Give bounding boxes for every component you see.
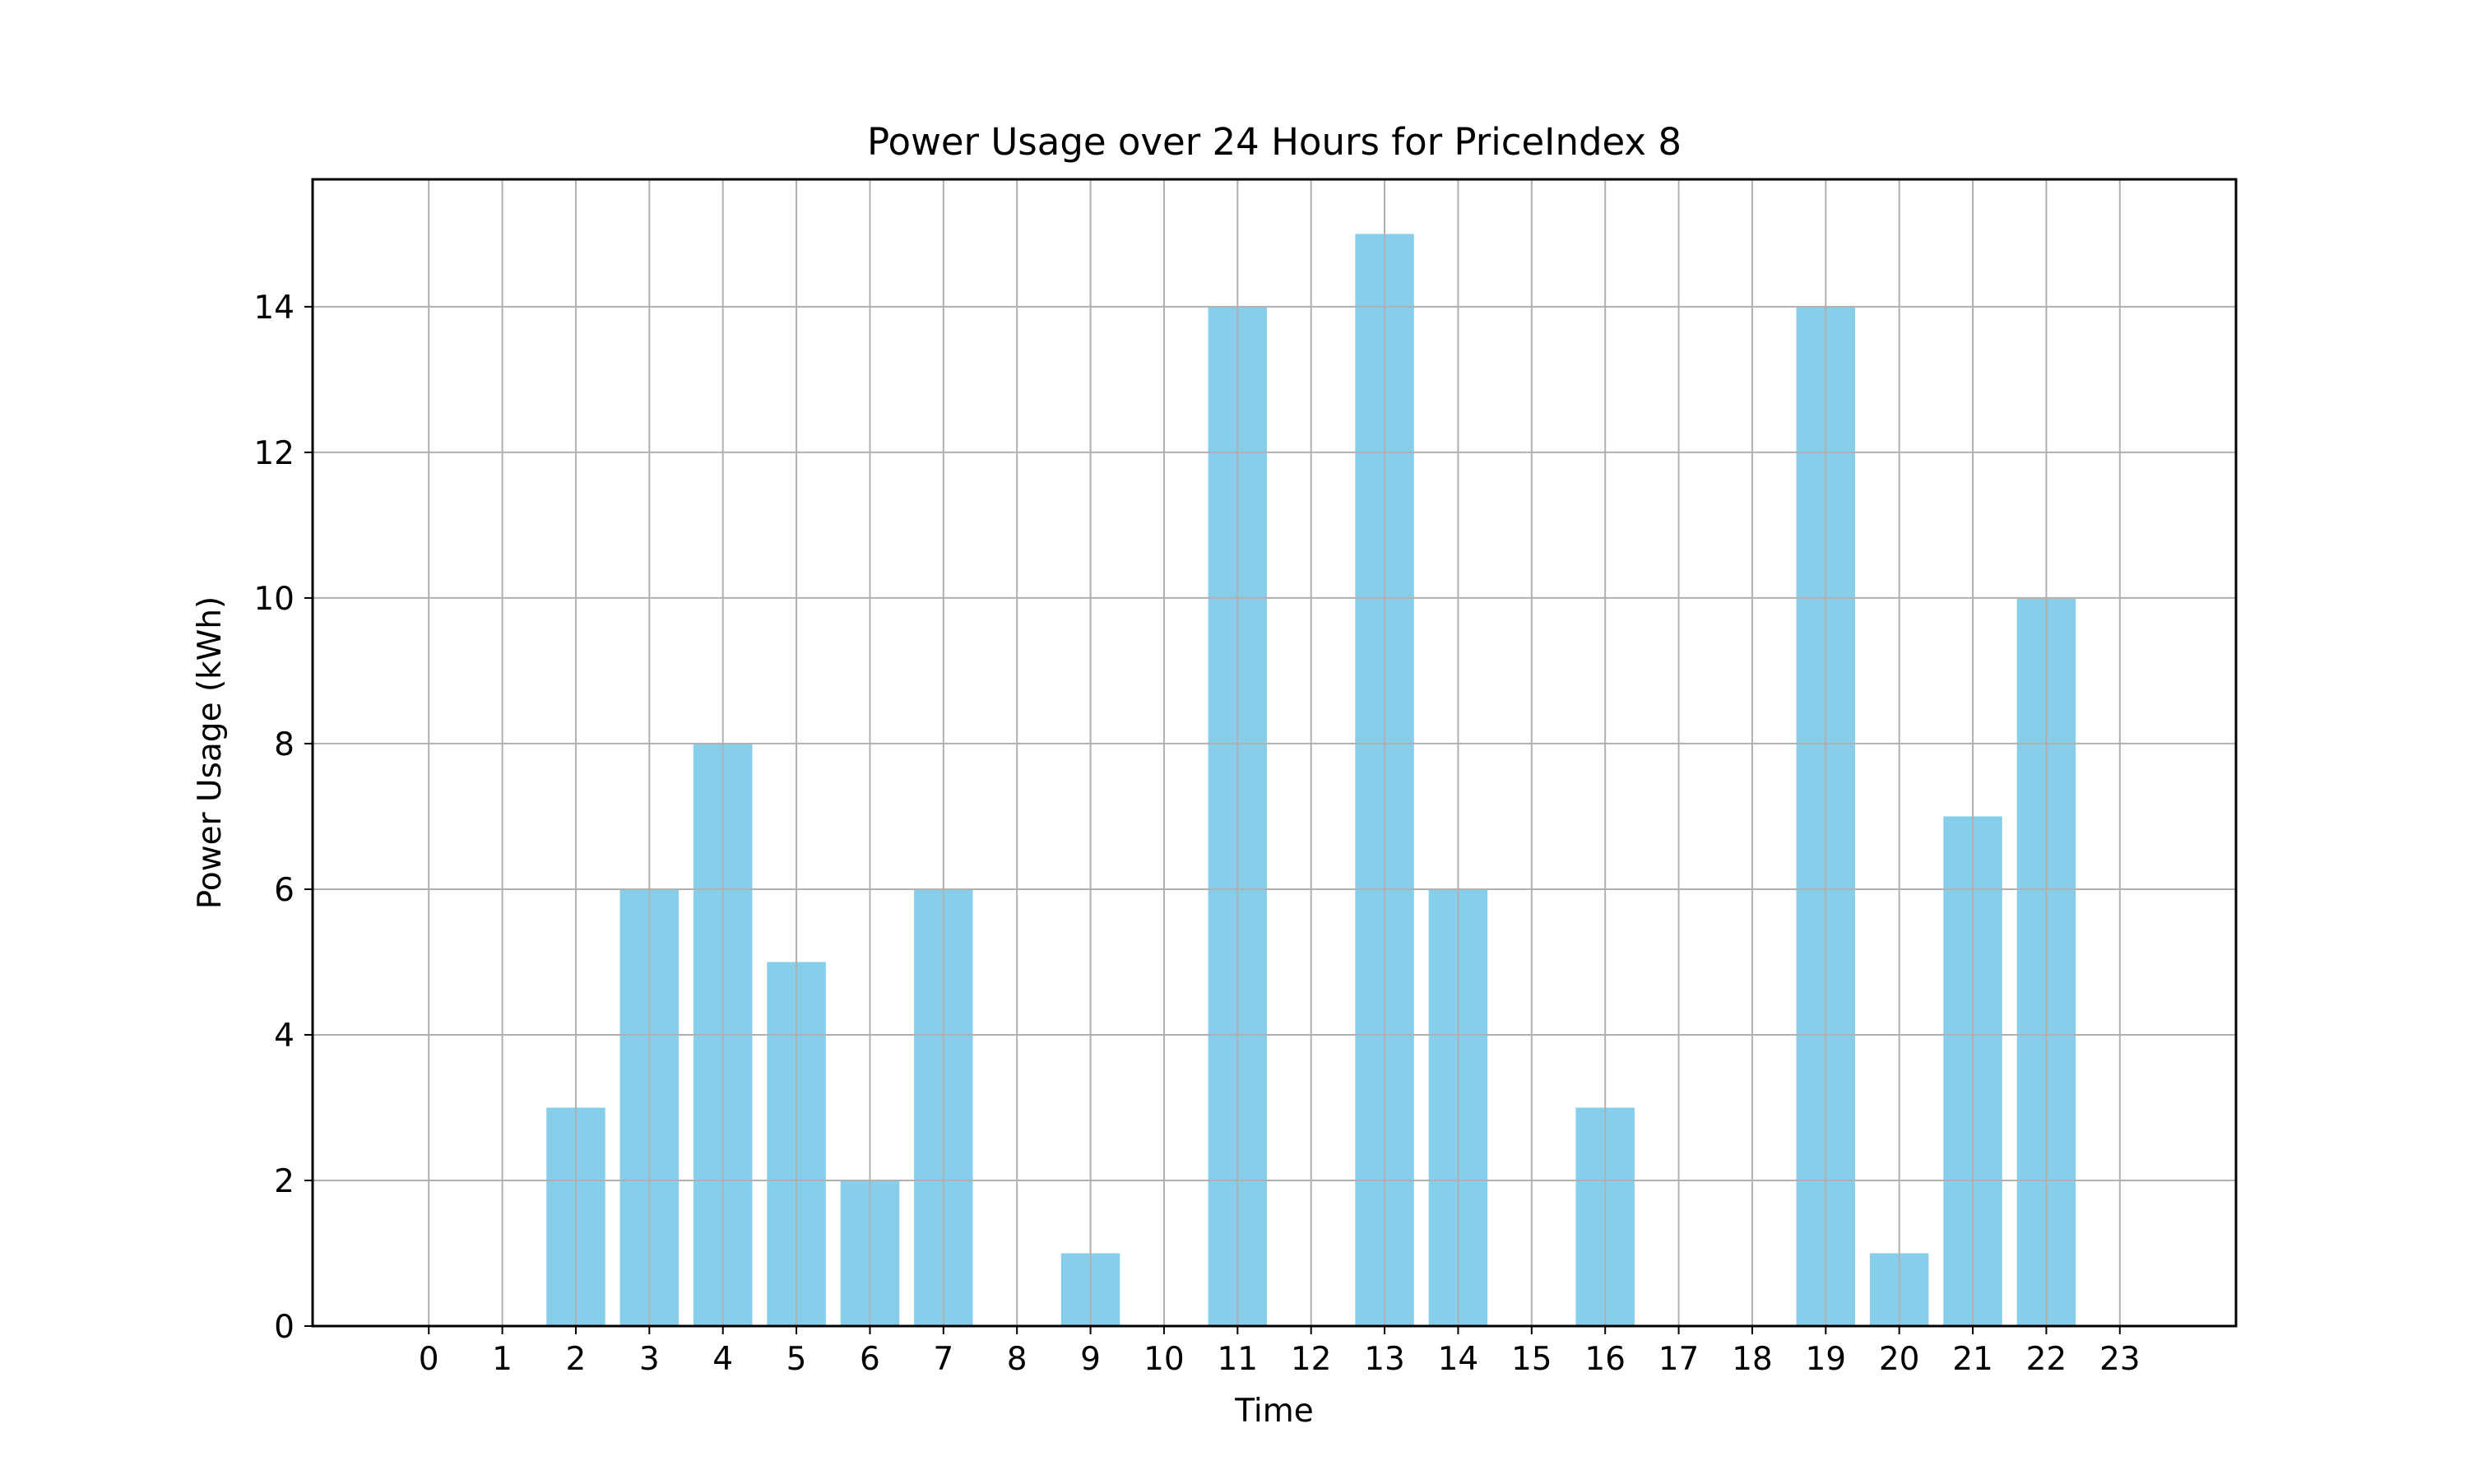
y-tick-label: 8 <box>274 726 295 763</box>
y-tick-label: 2 <box>274 1163 295 1200</box>
x-tick-label: 0 <box>419 1341 439 1378</box>
y-axis-label: Power Usage (kWh) <box>192 596 229 910</box>
x-tick-label: 3 <box>639 1341 660 1378</box>
x-tick-label: 23 <box>2099 1341 2141 1378</box>
x-tick-label: 8 <box>1007 1341 1028 1378</box>
x-tick-label: 20 <box>1879 1341 1920 1378</box>
x-tick-label: 9 <box>1080 1341 1101 1378</box>
x-tick-label: 4 <box>712 1341 733 1378</box>
x-tick-label: 5 <box>786 1341 807 1378</box>
x-tick-label: 14 <box>1438 1341 1479 1378</box>
x-tick-label: 1 <box>492 1341 513 1378</box>
x-tick-label: 19 <box>1805 1341 1846 1378</box>
chart-title: Power Usage over 24 Hours for PriceIndex… <box>867 120 1682 164</box>
x-tick-label: 6 <box>860 1341 880 1378</box>
x-tick-label: 16 <box>1584 1341 1626 1378</box>
x-tick-label: 22 <box>2026 1341 2067 1378</box>
y-ticks: 0 2 4 6 8 10 12 14 <box>253 290 313 1346</box>
x-tick-label: 15 <box>1511 1341 1552 1378</box>
x-tick-label: 13 <box>1364 1341 1405 1378</box>
x-axis-label: Time <box>1234 1393 1313 1430</box>
x-tick-label: 21 <box>1952 1341 1993 1378</box>
x-tick-label: 7 <box>933 1341 953 1378</box>
x-tick-label: 10 <box>1144 1341 1185 1378</box>
y-tick-label: 14 <box>253 290 295 327</box>
y-tick-label: 10 <box>253 581 295 618</box>
y-tick-label: 0 <box>274 1309 295 1346</box>
x-ticks: 0 1 2 3 4 5 6 7 8 9 10 11 12 13 14 15 16 17 18 19 20 21 22 23 <box>419 1326 2141 1378</box>
plot-frame <box>311 178 2238 1328</box>
y-tick-label: 4 <box>274 1018 295 1055</box>
y-tick-label: 12 <box>253 435 295 472</box>
y-tick-label: 6 <box>274 872 295 909</box>
x-tick-label: 12 <box>1291 1341 1332 1378</box>
x-tick-label: 2 <box>566 1341 587 1378</box>
x-tick-label: 11 <box>1217 1341 1258 1378</box>
grid-layer <box>313 179 2236 1327</box>
x-tick-label: 17 <box>1658 1341 1700 1378</box>
x-tick-label: 18 <box>1732 1341 1773 1378</box>
